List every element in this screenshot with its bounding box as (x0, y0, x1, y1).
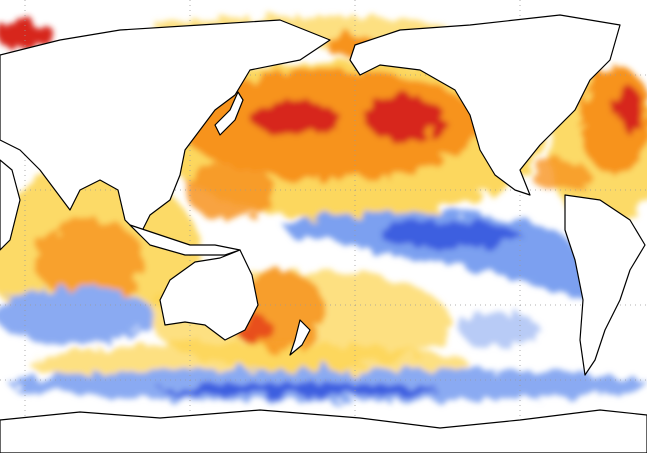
asia (0, 19, 331, 236)
australia (159, 249, 259, 341)
north-america (349, 14, 621, 196)
africa-edge (0, 159, 21, 251)
south-america (564, 194, 646, 376)
antarctica (0, 409, 647, 453)
new-zealand (289, 319, 311, 356)
continents (0, 14, 647, 453)
japan (214, 91, 244, 136)
